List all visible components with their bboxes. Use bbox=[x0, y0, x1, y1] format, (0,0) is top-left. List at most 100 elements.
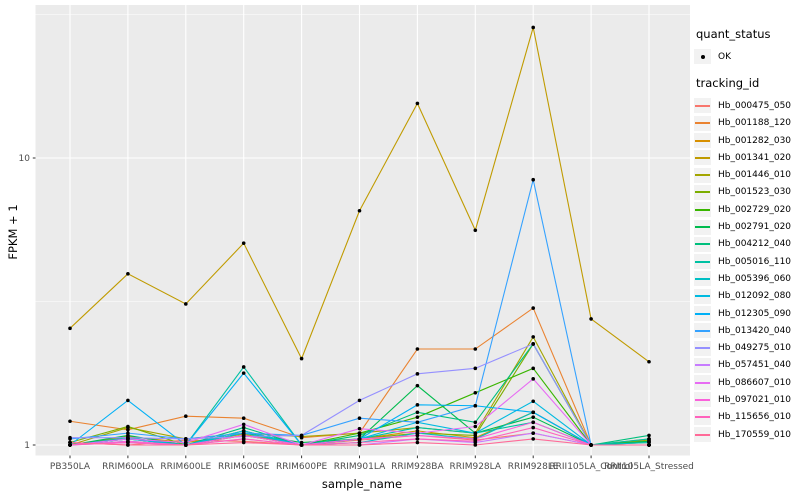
x-tick-label: RRIM901LA bbox=[334, 462, 386, 472]
series-color-line-icon bbox=[695, 381, 710, 384]
legend-item-Hb_086607_010: Hb_086607_010 bbox=[694, 374, 799, 391]
data-point bbox=[647, 359, 651, 364]
series-color-line-icon bbox=[695, 433, 710, 436]
data-point bbox=[473, 420, 478, 425]
x-tick-label: RRIM928LA bbox=[450, 462, 502, 472]
y-tick-label: 10 bbox=[19, 154, 31, 164]
data-point bbox=[241, 416, 246, 420]
legend-item-label: Hb_086607_010 bbox=[718, 377, 792, 388]
legend-item-label: Hb_004212_040 bbox=[718, 239, 792, 250]
data-point bbox=[241, 365, 246, 369]
data-point bbox=[473, 347, 478, 351]
legend-item-Hb_012092_080: Hb_012092_080 bbox=[694, 288, 799, 305]
data-point bbox=[531, 410, 535, 415]
legend-item-label: Hb_005016_110 bbox=[718, 256, 792, 267]
legend-item-Hb_057451_040: Hb_057451_040 bbox=[694, 357, 799, 374]
data-point bbox=[299, 443, 304, 447]
data-point bbox=[589, 443, 593, 447]
data-point bbox=[357, 433, 362, 438]
data-point bbox=[531, 335, 535, 339]
legend-item-label: Hb_002729_020 bbox=[718, 204, 792, 215]
data-point bbox=[184, 414, 188, 418]
data-point bbox=[531, 342, 535, 346]
legend-key-box bbox=[694, 288, 711, 304]
data-point bbox=[473, 424, 478, 429]
legend-item-label: Hb_013420_040 bbox=[718, 325, 792, 336]
legend-key-box bbox=[694, 306, 711, 321]
legend-tracking-id-section: tracking_id Hb_000475_050 Hb_001188_120 Hb… bbox=[694, 76, 799, 443]
legend-item-label: Hb_002791_020 bbox=[718, 222, 792, 233]
data-point bbox=[473, 431, 478, 435]
legend-item-label: Hb_049275_010 bbox=[718, 343, 792, 354]
series-color-line-icon bbox=[695, 139, 710, 142]
data-point bbox=[647, 433, 651, 438]
data-point bbox=[531, 431, 535, 435]
data-point bbox=[531, 420, 535, 425]
legend-item-Hb_097021_010: Hb_097021_010 bbox=[694, 391, 799, 408]
data-point bbox=[357, 440, 362, 445]
series-color-line-icon bbox=[695, 260, 710, 263]
data-point bbox=[531, 177, 535, 182]
legend-key-box bbox=[694, 409, 711, 425]
series-color-line-icon bbox=[695, 191, 710, 194]
legend-key-box bbox=[694, 323, 711, 339]
x-tick-label: RRIM600LE bbox=[160, 462, 211, 472]
data-point bbox=[241, 433, 246, 438]
legend-key-box bbox=[694, 133, 711, 149]
y-axis-title: FPKM + 1 bbox=[6, 204, 20, 260]
legend-item-Hb_001523_030: Hb_001523_030 bbox=[694, 184, 799, 201]
series-color-line-icon bbox=[695, 156, 710, 159]
legend-item-Hb_001341_020: Hb_001341_020 bbox=[694, 149, 799, 166]
series-color-line-icon bbox=[695, 347, 710, 350]
data-point bbox=[357, 443, 362, 447]
series-color-line-icon bbox=[695, 208, 710, 211]
x-axis-title: sample_name bbox=[321, 477, 403, 491]
legend-item-label: Hb_001523_030 bbox=[718, 187, 792, 198]
data-point bbox=[415, 383, 420, 388]
data-point bbox=[299, 433, 304, 438]
legend-key-box bbox=[694, 357, 711, 373]
legend-key-box bbox=[694, 115, 711, 131]
legend-quant-status-title: quant_status bbox=[696, 27, 771, 41]
series-color-line-icon bbox=[695, 277, 710, 280]
data-point bbox=[68, 440, 72, 445]
data-point bbox=[589, 317, 593, 321]
data-point bbox=[68, 443, 72, 447]
data-point bbox=[473, 391, 478, 395]
legend-item-Hb_012305_090: Hb_012305_090 bbox=[694, 305, 799, 322]
data-point bbox=[415, 425, 420, 430]
x-tick-label: RRIM600PE bbox=[276, 462, 328, 472]
data-point bbox=[126, 424, 130, 429]
data-point bbox=[241, 371, 246, 375]
legend-item-label: Hb_001188_120 bbox=[718, 118, 792, 129]
data-point bbox=[184, 437, 188, 441]
data-point bbox=[184, 443, 188, 447]
plot-panel bbox=[35, 5, 690, 456]
legend-item-label: Hb_097021_010 bbox=[718, 394, 792, 405]
legend-item-label: Hb_012092_080 bbox=[718, 291, 792, 302]
legend-key-box bbox=[694, 219, 711, 235]
data-point bbox=[473, 366, 478, 371]
legend-key-box bbox=[694, 202, 711, 218]
data-point bbox=[241, 440, 246, 445]
series-color-line-icon bbox=[695, 295, 710, 298]
data-point bbox=[647, 440, 651, 445]
legend-key-box bbox=[694, 271, 711, 287]
legend: quant_status OK tracking_id Hb_000475_05… bbox=[694, 27, 799, 454]
legend-key-box bbox=[694, 392, 711, 408]
legend-item-label: Hb_001341_020 bbox=[718, 152, 792, 163]
ok-point-icon bbox=[700, 54, 705, 59]
data-point bbox=[473, 403, 478, 408]
legend-item-label: Hb_001446_010 bbox=[718, 170, 792, 181]
legend-item-label: Hb_001282_030 bbox=[718, 135, 792, 146]
legend-item-Hb_005396_060: Hb_005396_060 bbox=[694, 270, 799, 287]
data-point bbox=[68, 435, 72, 440]
data-point bbox=[126, 271, 130, 276]
data-point bbox=[68, 326, 72, 331]
data-point bbox=[531, 366, 535, 371]
series-color-line-icon bbox=[695, 104, 710, 107]
data-point bbox=[473, 439, 478, 444]
legend-item-Hb_005016_110: Hb_005016_110 bbox=[694, 253, 799, 270]
